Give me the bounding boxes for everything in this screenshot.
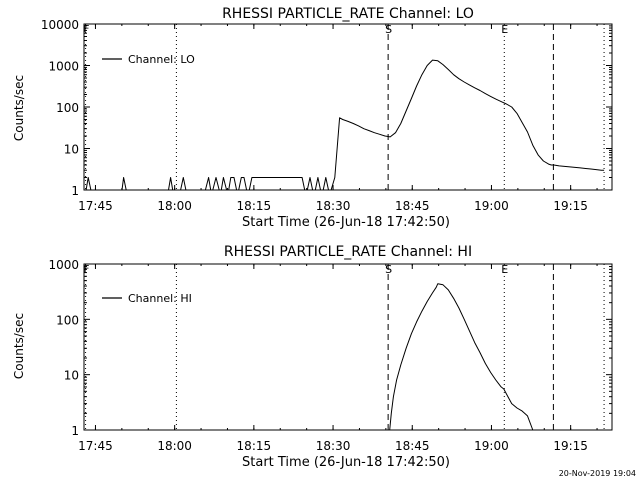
panel-hi-plot-frame (83, 263, 613, 431)
panel-hi-x-tick-label-1: 18:00 (157, 439, 192, 453)
panel-hi-legend-label: Channel: HI (128, 292, 192, 305)
panel-lo-corner-label-0: F (84, 24, 90, 35)
panel-hi: RHESSI PARTICLE_RATE Channel: HI Counts/… (12, 244, 613, 470)
footer-timestamp: 20-Nov-2019 19:04 (559, 469, 636, 478)
panel-lo-plot-frame (83, 23, 613, 191)
panel-lo-x-tick-label-2: 18:15 (237, 199, 272, 213)
panel-lo-x-tick-label-3: 18:30 (316, 199, 351, 213)
panel-hi-y-tick-label-0: 1 (71, 424, 79, 438)
panel-lo-marker-label-s: S (385, 23, 392, 36)
panel-lo-ylabel: Counts/sec (12, 75, 26, 141)
panel-lo-x-tick-label-0: 17:45 (78, 199, 113, 213)
panel-hi-xlabel: Start Time (26-Jun-18 17:42:50) (242, 455, 450, 470)
panel-hi-y-tick-label-3: 1000 (48, 258, 79, 272)
panel-lo-x-tick-label-6: 19:15 (553, 199, 588, 213)
panel-lo-x-tick-label-1: 18:00 (157, 199, 192, 213)
panel-hi-title: RHESSI PARTICLE_RATE Channel: HI (224, 244, 472, 260)
panel-lo-y-tick-label-2: 100 (56, 101, 79, 115)
panel-hi-y-tick-label-2: 100 (56, 313, 79, 327)
panel-lo-title: RHESSI PARTICLE_RATE Channel: LO (222, 6, 474, 22)
panel-lo-x-tick-label-5: 19:00 (474, 199, 509, 213)
panel-lo-y-tick-label-0: 1 (71, 184, 79, 198)
panel-lo-legend-label: Channel: LO (128, 53, 195, 66)
panel-lo-xlabel: Start Time (26-Jun-18 17:42:50) (242, 215, 450, 230)
panel-lo-y-tick-label-4: 10000 (41, 18, 79, 32)
panel-lo-y-tick-label-1: 10 (64, 143, 79, 157)
panel-lo-marker-label-e: E (501, 23, 508, 36)
panel-hi-x-tick-label-5: 19:00 (474, 439, 509, 453)
panel-hi-y-tick-label-1: 10 (64, 369, 79, 383)
panel-lo-y-tick-label-3: 1000 (48, 60, 79, 74)
panel-hi-x-tick-label-4: 18:45 (395, 439, 430, 453)
panel-hi-series-line-0 (389, 283, 534, 431)
panel-lo: RHESSI PARTICLE_RATE Channel: LO Counts/… (12, 6, 613, 230)
panel-hi-ylabel: Counts/sec (12, 313, 26, 379)
panel-hi-marker-label-e: E (501, 263, 508, 276)
panel-lo-x-tick-label-4: 18:45 (395, 199, 430, 213)
panel-hi-x-tick-label-2: 18:15 (237, 439, 272, 453)
panel-hi-x-tick-label-6: 19:15 (553, 439, 588, 453)
panel-hi-marker-label-s: S (385, 263, 392, 276)
panel-lo-series-line-0 (85, 59, 605, 191)
panel-hi-x-tick-label-3: 18:30 (316, 439, 351, 453)
panel-hi-x-tick-label-0: 17:45 (78, 439, 113, 453)
